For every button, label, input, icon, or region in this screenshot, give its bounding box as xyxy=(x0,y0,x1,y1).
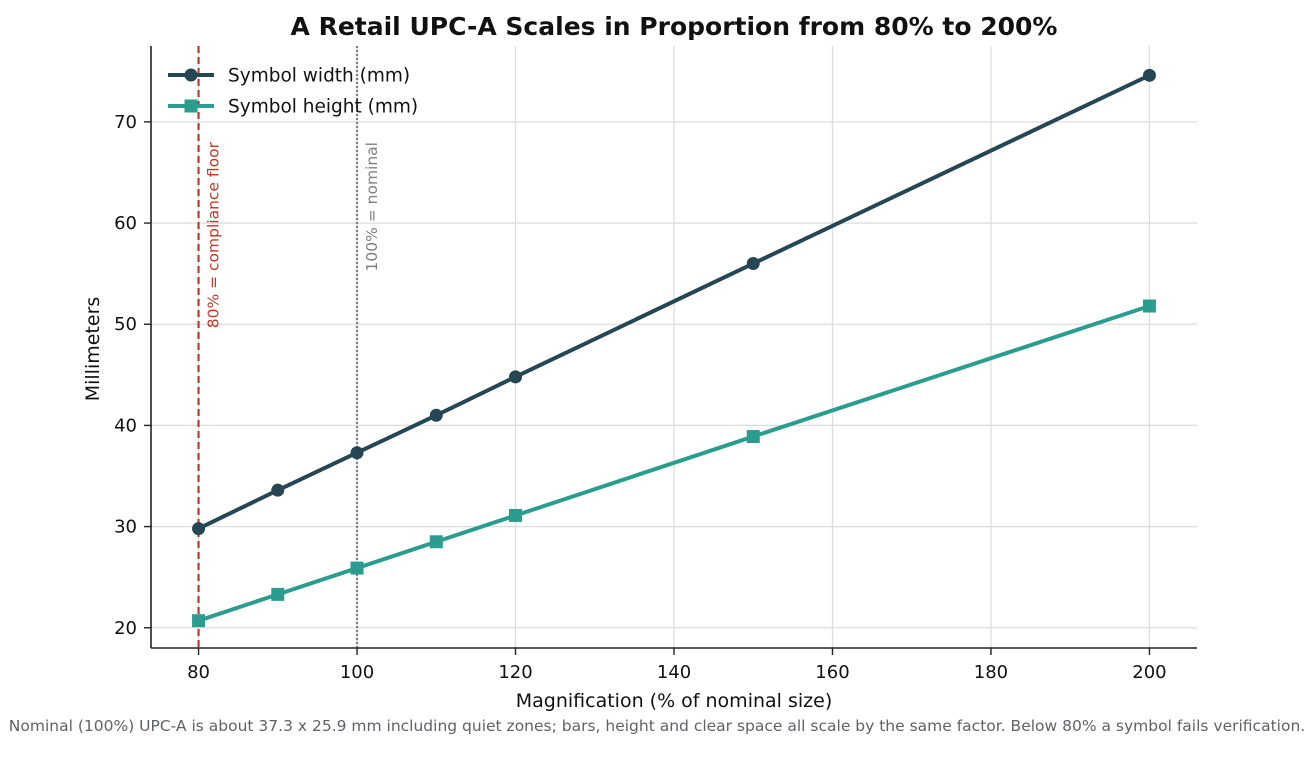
x-tick-label: 140 xyxy=(657,662,691,683)
data-point xyxy=(746,430,760,444)
data-point xyxy=(271,483,285,497)
reference-line-label-0: 80% = compliance floor xyxy=(205,141,223,328)
x-tick-label: 160 xyxy=(815,662,849,683)
legend-label: Symbol height (mm) xyxy=(228,97,418,118)
data-point xyxy=(192,522,206,536)
chart-caption: Nominal (100%) UPC-A is about 37.3 x 25.… xyxy=(8,717,1306,735)
data-point xyxy=(429,535,443,549)
data-point xyxy=(1142,68,1156,82)
legend-item: Symbol width (mm) xyxy=(168,66,410,87)
data-point xyxy=(509,508,523,522)
reference-lines: 80% = compliance floor 100% = nominal xyxy=(197,46,381,648)
legend-label: Symbol width (mm) xyxy=(228,66,410,87)
chart-title: A Retail UPC-A Scales in Proportion from… xyxy=(291,12,1058,41)
y-tick-label: 40 xyxy=(114,415,137,436)
data-point xyxy=(746,257,760,271)
legend-swatch-marker xyxy=(184,99,198,113)
x-tick-label: 200 xyxy=(1132,662,1166,683)
reference-line-label-1: 100% = nominal xyxy=(363,142,381,272)
x-tick-label: 120 xyxy=(498,662,532,683)
data-point xyxy=(429,408,443,422)
data-point xyxy=(192,614,206,628)
y-tick-label: 70 xyxy=(114,112,137,133)
y-axis-label: Millimeters xyxy=(82,297,104,402)
data-point xyxy=(509,370,523,384)
legend-item: Symbol height (mm) xyxy=(168,97,418,118)
series-layer xyxy=(192,68,1156,628)
x-tick-label: 100 xyxy=(340,662,374,683)
legend: Symbol width (mm) Symbol height (mm) xyxy=(168,66,418,118)
data-point xyxy=(1142,299,1156,313)
y-tick-label: 30 xyxy=(114,517,137,538)
x-axis-label: Magnification (% of nominal size) xyxy=(516,690,832,712)
y-tick-label: 60 xyxy=(114,213,137,234)
x-tick-label: 180 xyxy=(974,662,1008,683)
x-tick-label: 80 xyxy=(187,662,210,683)
legend-swatch-marker xyxy=(184,68,198,82)
data-point xyxy=(350,561,364,575)
grid-layer xyxy=(151,46,1197,648)
y-tick-label: 50 xyxy=(114,314,137,335)
data-point xyxy=(350,446,364,460)
axes-layer: 80 100 120 140 160 180 200 20 30 40 50 60 70 xyxy=(114,46,1197,683)
data-point xyxy=(271,587,285,601)
y-tick-label: 20 xyxy=(114,618,137,639)
